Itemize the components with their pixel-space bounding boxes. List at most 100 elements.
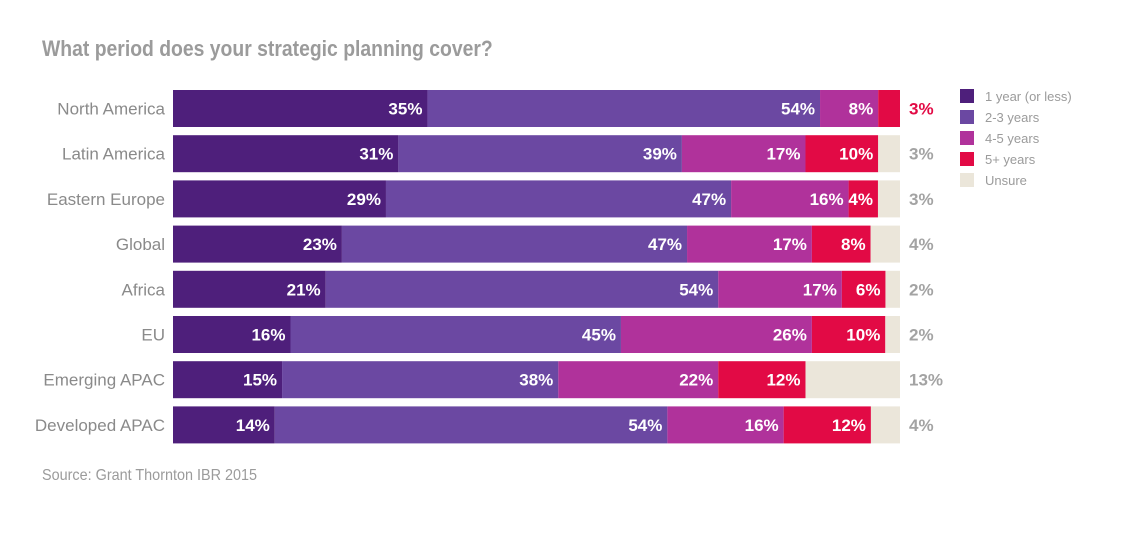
bar-segment xyxy=(718,361,806,399)
bar-segment xyxy=(173,361,283,399)
bar-segment xyxy=(848,180,878,218)
legend-swatch xyxy=(960,110,974,124)
bar-segment xyxy=(687,225,812,263)
data-label: 45% xyxy=(582,326,616,345)
bar-segment xyxy=(885,316,900,353)
bar-segment xyxy=(398,135,682,173)
bar-segment xyxy=(731,180,849,218)
legend-label: 1 year (or less) xyxy=(985,89,1072,104)
bar-segment xyxy=(878,135,900,173)
category-label: Eastern Europe xyxy=(47,190,165,209)
data-label: 3% xyxy=(909,190,934,209)
data-label: 15% xyxy=(243,371,277,390)
bar-segment xyxy=(820,90,879,127)
data-label: 2% xyxy=(909,280,934,299)
data-label: 16% xyxy=(251,326,285,345)
bar-segment xyxy=(173,135,399,173)
bar-segment xyxy=(282,361,559,399)
data-label: 16% xyxy=(810,190,844,209)
data-label: 29% xyxy=(347,190,381,209)
bar-segment xyxy=(811,225,871,263)
data-label: 4% xyxy=(848,190,873,209)
bar-segment xyxy=(325,270,719,308)
legend-label: 4-5 years xyxy=(985,131,1040,146)
bar-segment xyxy=(885,270,900,308)
category-label: EU xyxy=(141,326,165,345)
legend-swatch xyxy=(960,89,974,103)
bar-segment xyxy=(173,225,342,263)
bar-segment xyxy=(173,90,428,127)
data-label: 10% xyxy=(846,326,880,345)
data-label: 54% xyxy=(628,416,662,435)
bar-segment xyxy=(173,406,275,444)
bar-segment xyxy=(841,270,886,308)
bar-segment xyxy=(811,316,886,353)
data-label: 13% xyxy=(909,371,943,390)
legend-swatch xyxy=(960,152,974,166)
legend-swatch xyxy=(960,173,974,187)
data-label: 47% xyxy=(648,235,682,254)
data-label: 26% xyxy=(773,326,807,345)
data-label: 3% xyxy=(909,145,934,164)
category-label: Latin America xyxy=(62,145,166,164)
data-label: 3% xyxy=(909,100,934,119)
legend-label: 5+ years xyxy=(985,152,1036,167)
bar-segment xyxy=(274,406,668,444)
legend-label: 2-3 years xyxy=(985,110,1040,125)
data-label: 2% xyxy=(909,326,934,345)
bar-segment xyxy=(878,90,900,127)
data-label: 17% xyxy=(803,280,837,299)
data-label: 35% xyxy=(388,100,422,119)
data-label: 4% xyxy=(909,416,934,435)
category-label: Africa xyxy=(122,280,166,299)
category-label: Emerging APAC xyxy=(43,371,165,390)
bar-segment xyxy=(173,180,386,218)
bar-segment xyxy=(805,135,879,173)
bar-segment xyxy=(290,316,621,353)
category-label: Global xyxy=(116,235,165,254)
bar-segment xyxy=(341,225,688,263)
data-label: 47% xyxy=(692,190,726,209)
data-label: 6% xyxy=(856,280,881,299)
data-label: 54% xyxy=(781,100,815,119)
data-label: 23% xyxy=(303,235,337,254)
bar-segment xyxy=(173,270,326,308)
bar-segment xyxy=(173,316,291,353)
data-label: 21% xyxy=(287,280,321,299)
bar-segment xyxy=(667,406,784,444)
data-label: 16% xyxy=(745,416,779,435)
chart-source: Source: Grant Thornton IBR 2015 xyxy=(42,467,258,484)
bar-segment xyxy=(870,225,900,263)
data-label: 17% xyxy=(773,235,807,254)
data-label: 38% xyxy=(519,371,553,390)
bar-segment xyxy=(718,270,842,308)
bar-segment xyxy=(870,406,900,444)
data-label: 31% xyxy=(359,145,393,164)
data-label: 17% xyxy=(766,145,800,164)
legend-swatch xyxy=(960,131,974,145)
bar-segment xyxy=(558,361,719,399)
data-label: 4% xyxy=(909,235,934,254)
bar-segment xyxy=(681,135,806,173)
data-label: 22% xyxy=(679,371,713,390)
data-label: 54% xyxy=(679,280,713,299)
category-label: Developed APAC xyxy=(35,416,165,435)
data-label: 39% xyxy=(643,145,677,164)
data-label: 12% xyxy=(766,371,800,390)
bar-segment xyxy=(385,180,732,218)
data-label: 8% xyxy=(849,100,874,119)
data-label: 12% xyxy=(832,416,866,435)
category-label: North America xyxy=(57,100,165,119)
data-label: 8% xyxy=(841,235,866,254)
data-label: 10% xyxy=(839,145,873,164)
data-label: 14% xyxy=(236,416,270,435)
bar-segment xyxy=(427,90,821,127)
legend-label: Unsure xyxy=(985,173,1027,188)
bar-segment xyxy=(877,180,900,218)
bar-segment xyxy=(620,316,812,353)
chart-title: What period does your strategic planning… xyxy=(42,36,493,61)
bar-segment xyxy=(783,406,871,444)
bar-segment xyxy=(805,361,900,399)
